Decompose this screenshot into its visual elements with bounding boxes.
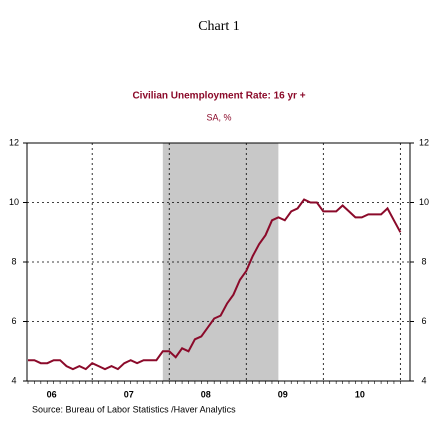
source-note: Source: Bureau of Labor Statistics /Have… [32,404,236,414]
y-tick-label: 4 [11,375,16,385]
y-tick-label-right: 8 [421,256,426,266]
recession-shade [162,143,279,381]
chart-title: Chart 1 [198,19,240,34]
x-tick-label: 10 [355,389,365,399]
y-tick-label-right: 6 [421,316,426,326]
y-tick-label-right: 4 [421,375,426,385]
plot-frame [26,142,411,382]
units-label: SA, % [206,112,231,122]
x-tick-label: 09 [278,389,288,399]
x-tick-label: 07 [124,389,134,399]
y-tick-label: 10 [9,197,19,207]
chart-subtitle: Civilian Unemployment Rate: 16 yr + [132,91,305,102]
series-line [28,198,402,371]
y-tick-label-right: 10 [419,197,429,207]
y-tick-label: 8 [11,256,16,266]
y-tick-label-right: 12 [419,137,429,147]
x-tick-label: 06 [47,389,57,399]
y-tick-label: 6 [11,316,16,326]
x-tick-label: 08 [201,389,211,399]
y-tick-label: 12 [9,137,19,147]
